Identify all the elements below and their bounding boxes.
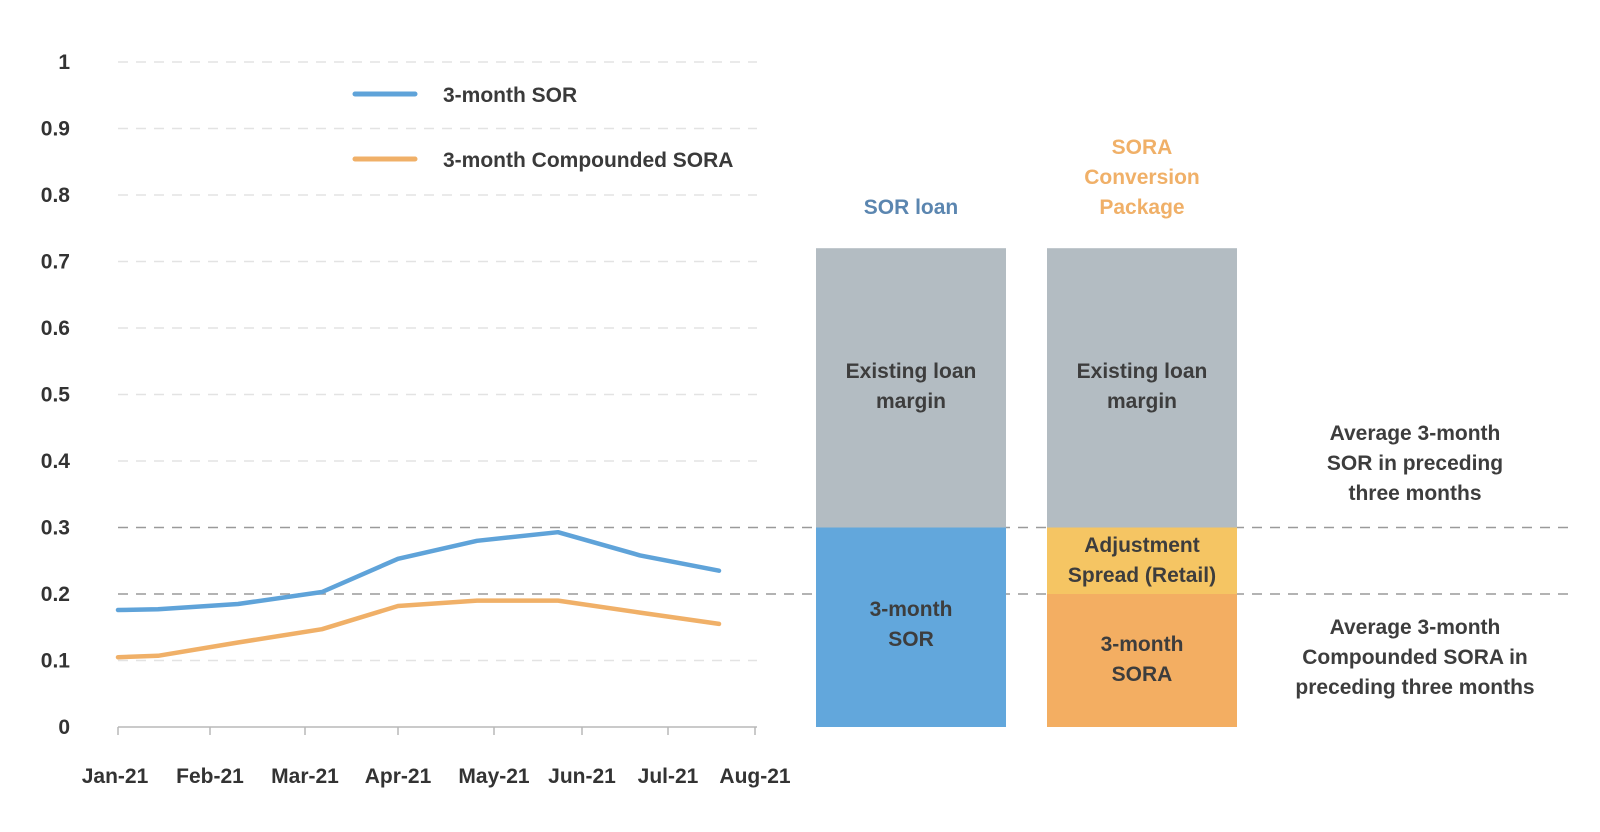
y-tick-label: 0.6 [41,317,70,340]
annotation-sora-average-line1: Average 3-month [1330,616,1501,639]
x-axis: Jan-21 Feb-21 Mar-21 Apr-21 May-21 Jun-21 Jul-… [82,726,791,788]
x-tick-label: May-21 [458,765,530,788]
y-tick-label: 0 [58,716,70,739]
annotation-sor-average-line1: Average 3-month [1330,422,1501,445]
y-tick-label: 0.1 [41,650,71,673]
segment-label-sor-margin-line1: Existing loan [846,360,977,383]
segment-label-sor-margin-line2: margin [876,390,946,413]
segment-label-sora-margin-line1: Existing loan [1077,360,1208,383]
y-tick-label: 0.7 [41,251,70,274]
x-tick-label: Mar-21 [271,765,339,788]
y-tick-label: 0.2 [41,583,70,606]
x-tick-label: Jul-21 [638,765,699,788]
segment-label-adjustment-spread-line2: Spread (Retail) [1068,564,1216,587]
legend: 3-month SOR 3-month Compounded SORA [352,84,733,172]
x-tick-label: Aug-21 [719,765,790,788]
series-line-3-month-sor [115,529,722,613]
stack-segment-sora-package-1 [1047,527,1237,594]
legend-label-sor: 3-month SOR [443,84,577,107]
annotation-sora-average-line2: Compounded SORA in [1302,646,1528,669]
y-tick-label: 0.3 [41,517,70,540]
annotation-sora-average-line3: preceding three months [1295,676,1534,699]
stack-segment-sora-package-0 [1047,594,1237,727]
y-tick-label: 0.4 [41,450,71,473]
column-title-sora-package-line1: SORA [1112,136,1173,159]
segment-label-sor-rate-line2: SOR [888,628,934,651]
stack-segment-sora-package-2 [1047,248,1237,528]
column-title-sor-loan: SOR loan [864,196,959,219]
stack-segment-sor-loan-0 [816,527,1006,727]
column-title-sora-package-line3: Package [1099,196,1184,219]
annotation-sor-average-line2: SOR in preceding [1327,452,1503,475]
stacked-columns [816,248,1237,727]
annotation-sor-average-line3: three months [1348,482,1481,505]
segment-label-adjustment-spread-line1: Adjustment [1084,534,1200,557]
segment-label-sora-rate-line2: SORA [1112,663,1173,686]
y-tick-label: 0.8 [41,184,71,207]
y-tick-label: 0.5 [41,384,71,407]
x-tick-label: Jan-21 [82,765,149,788]
segment-label-sor-rate-line1: 3-month [870,598,953,621]
x-tick-label: Feb-21 [176,765,244,788]
y-tick-label: 0.9 [41,118,70,141]
y-axis-ticks: 0 0.1 0.2 0.3 0.4 0.5 0.6 0.7 0.8 0.9 1 [41,51,71,739]
x-tick-label: Apr-21 [365,765,432,788]
y-tick-label: 1 [58,51,70,74]
legend-label-sora: 3-month Compounded SORA [443,149,733,172]
series-line-3-month-compounded-sora [115,598,722,660]
segment-label-sora-rate-line1: 3-month [1101,633,1184,656]
series-lines [115,529,722,660]
stack-segment-sor-loan-1 [816,248,1006,528]
x-tick-label: Jun-21 [548,765,616,788]
column-title-sora-package-line2: Conversion [1084,166,1200,189]
segment-label-sora-margin-line2: margin [1107,390,1177,413]
